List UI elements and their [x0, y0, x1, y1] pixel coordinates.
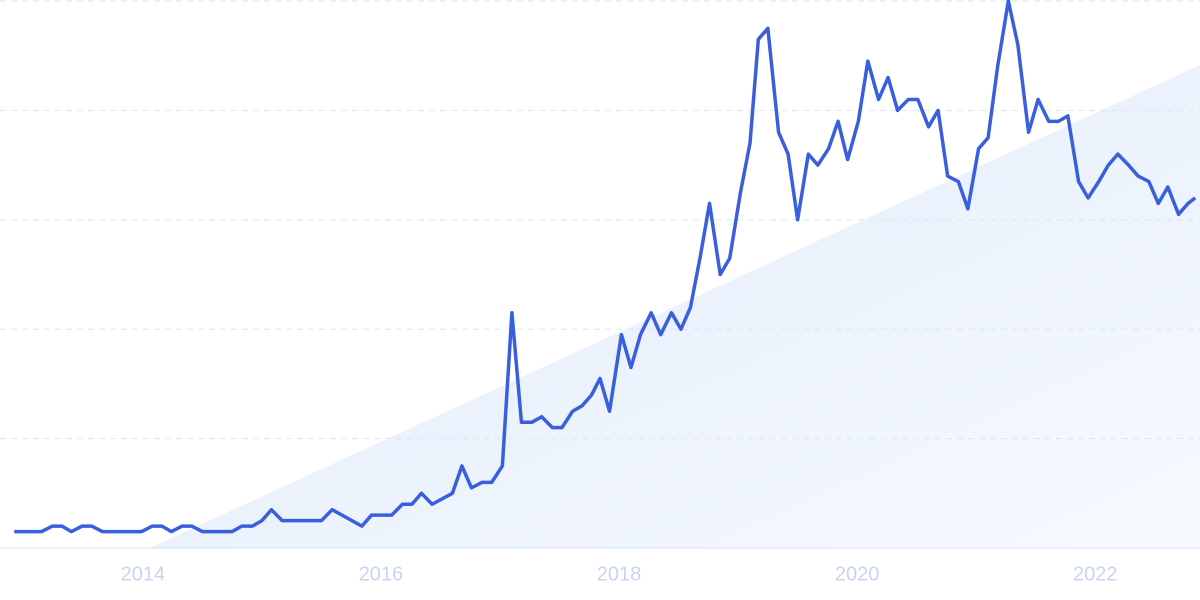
line	[14, 0, 1197, 534]
trend-area	[150, 65, 1200, 548]
x-tick-label: 2018	[597, 563, 642, 585]
x-tick-label: 2020	[835, 563, 880, 585]
x-tick-label: 2022	[1073, 563, 1118, 585]
x-tick-label: 2016	[359, 563, 404, 585]
x-tick-label: 2014	[121, 563, 166, 585]
